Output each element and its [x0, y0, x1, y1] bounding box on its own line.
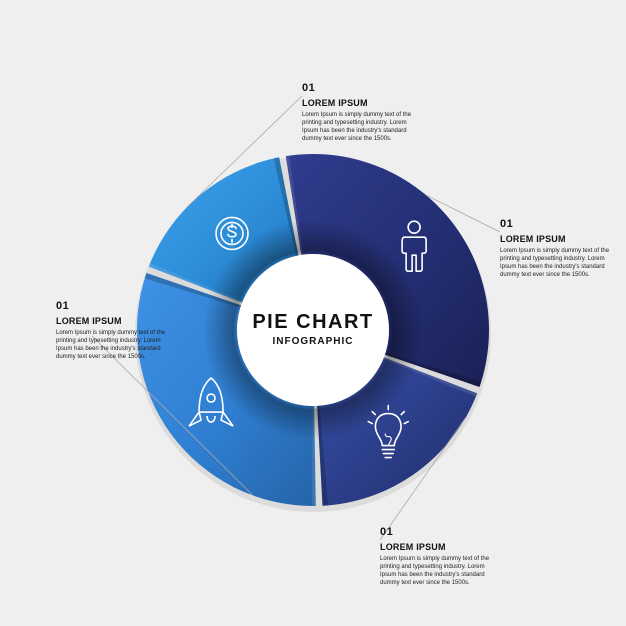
callout-body: Lorem Ipsum is simply dummy text of the … — [302, 111, 422, 143]
callout-person: 01 LOREM IPSUM Lorem Ipsum is simply dum… — [500, 218, 620, 279]
callout-coin: 01 LOREM IPSUM Lorem Ipsum is simply dum… — [302, 82, 422, 143]
callout-bulb: 01 LOREM IPSUM Lorem Ipsum is simply dum… — [380, 526, 500, 587]
callout-number: 01 — [380, 526, 500, 538]
callout-body: Lorem Ipsum is simply dummy text of the … — [380, 555, 500, 587]
callout-body: Lorem Ipsum is simply dummy text of the … — [500, 247, 620, 279]
callout-number: 01 — [302, 82, 422, 94]
center-title: PIE CHART — [252, 311, 373, 333]
callout-number: 01 — [56, 300, 176, 312]
callout-number: 01 — [500, 218, 620, 230]
callout-title: LOREM IPSUM — [500, 234, 620, 244]
stage: PIE CHART INFOGRAPHIC 01 LOREM IPSUM Lore… — [0, 0, 626, 626]
callout-title: LOREM IPSUM — [302, 98, 422, 108]
callout-title: LOREM IPSUM — [56, 316, 176, 326]
center-subtitle: INFOGRAPHIC — [273, 336, 354, 347]
callout-rocket: 01 LOREM IPSUM Lorem Ipsum is simply dum… — [56, 300, 176, 361]
callout-body: Lorem Ipsum is simply dummy text of the … — [56, 329, 176, 361]
callout-title: LOREM IPSUM — [380, 542, 500, 552]
